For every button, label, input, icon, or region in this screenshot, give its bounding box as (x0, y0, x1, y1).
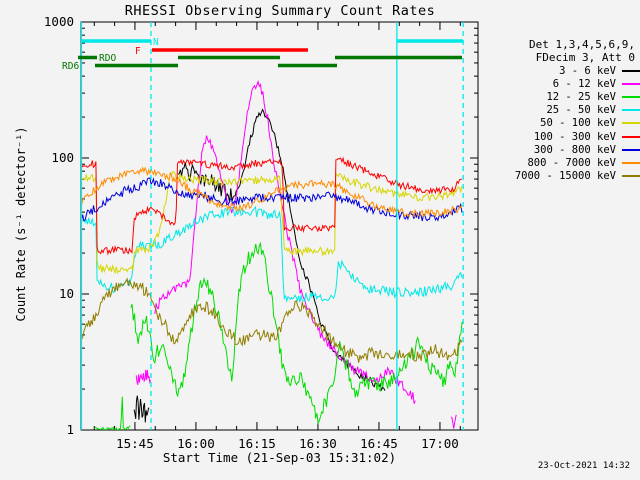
series-800-7000keV (81, 166, 463, 218)
flag-label-RDO: RDO (99, 53, 116, 64)
legend-color-swatch (622, 122, 640, 125)
y-tick-label: 10 (59, 286, 74, 301)
legend-item-4: 50 - 100 keV (498, 117, 640, 130)
legend-item-label: 6 - 12 keV (552, 77, 616, 90)
series-3-6keV (133, 395, 150, 423)
flag-label-N: N (153, 37, 159, 48)
legend-item-label: 800 - 7000 keV (527, 156, 616, 169)
series-group (81, 79, 463, 430)
legend-color-swatch (622, 161, 640, 164)
series-12-25keV (93, 396, 131, 430)
series-50-100keV (81, 170, 463, 275)
flag-label-F: F (135, 46, 141, 57)
x-tick-label: 15:45 (116, 436, 154, 451)
legend-color-swatch (622, 69, 640, 72)
legend-title-line-2: FDecim 3, Att 0 (535, 51, 635, 64)
legend-item-8: 7000 - 15000 keV (498, 170, 640, 183)
series-6-12keV (135, 369, 152, 385)
legend-color-swatch (622, 148, 640, 151)
x-tick-label: 16:15 (238, 436, 276, 451)
legend-item-label: 7000 - 15000 keV (514, 170, 616, 183)
legend-color-swatch (622, 175, 640, 178)
x-axis-label: Start Time (21-Sep-03 15:31:02) (162, 450, 397, 465)
x-tick-label: 16:30 (299, 436, 337, 451)
x-tick-label: 16:45 (360, 436, 398, 451)
legend-item-label: 3 - 6 keV (559, 64, 616, 77)
legend-color-swatch (622, 135, 640, 138)
legend-item-6: 300 - 800 keV (498, 143, 640, 156)
legend-color-swatch (622, 95, 640, 98)
legend-item-label: 100 - 300 keV (533, 130, 616, 143)
legend-item-7: 800 - 7000 keV (498, 156, 640, 169)
series-25-50keV (81, 205, 463, 303)
y-tick-label: 100 (51, 150, 74, 165)
series-100-300keV (81, 156, 463, 256)
legend-item-1: 6 - 12 keV (498, 77, 640, 90)
series-6-12keV (154, 79, 416, 404)
flag-label-RD6: RD6 (62, 61, 79, 72)
legend-item-label: 50 - 100 keV (540, 117, 616, 130)
legend-item-2: 12 - 25 keV (498, 90, 640, 103)
legend-item-label: 25 - 50 keV (546, 104, 616, 117)
y-axis-label: Count Rate (s⁻¹ detector⁻¹) (14, 126, 28, 322)
legend-color-swatch (622, 109, 640, 112)
series-3-6keV (234, 108, 386, 392)
legend-item-3: 25 - 50 keV (498, 104, 640, 117)
chart-title: RHESSI Observing Summary Count Rates (124, 3, 436, 19)
y-tick-label: 1000 (44, 14, 74, 29)
series-7000-15000keV (81, 277, 463, 363)
plot-timestamp: 23-Oct-2021 14:32 (537, 461, 630, 471)
plot-border (80, 21, 479, 431)
legend-item-label: 300 - 800 keV (533, 143, 616, 156)
legend-title-line-1: Det 1,3,4,5,6,9, (529, 38, 635, 51)
legend-item-0: 3 - 6 keV (498, 64, 640, 77)
legend-color-swatch (622, 82, 640, 85)
axis-ticks (81, 21, 478, 431)
y-tick-label: 1 (66, 422, 74, 437)
series-6-12keV (450, 414, 457, 429)
series-12-25keV (130, 241, 463, 425)
legend-item-5: 100 - 300 keV (498, 130, 640, 143)
x-tick-label: 16:00 (177, 436, 215, 451)
legend-item-label: 12 - 25 keV (546, 90, 616, 103)
x-tick-label: 17:00 (421, 436, 459, 451)
